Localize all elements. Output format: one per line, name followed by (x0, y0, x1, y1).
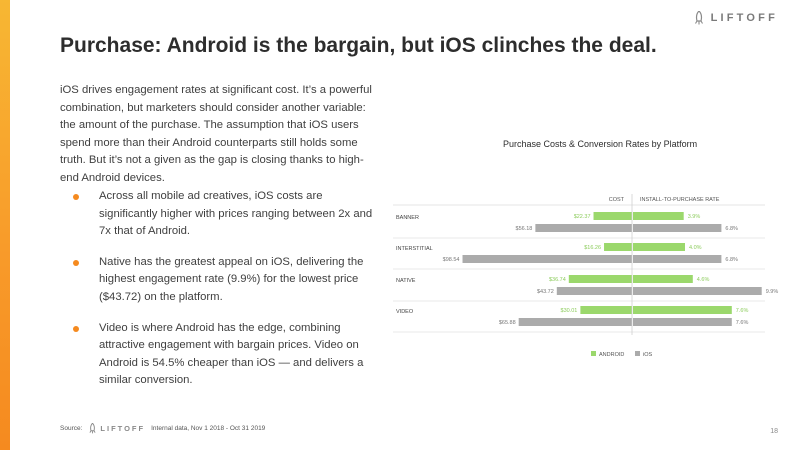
android-cost-label: $22.37 (574, 214, 591, 220)
legend-android-swatch (591, 351, 596, 356)
bullet-item: Video is where Android has the edge, com… (60, 320, 382, 390)
ios-cost-bar (518, 318, 632, 326)
page-number: 18 (770, 428, 778, 435)
legend-android-label: ANDROID (599, 352, 624, 358)
android-cost-bar (604, 243, 632, 251)
rocket-icon (89, 423, 96, 434)
ios-cost-label: $56.18 (516, 226, 533, 232)
footer-logo-text: LIFTOFF (100, 424, 146, 433)
android-cost-label: $16.26 (584, 245, 601, 251)
footer-logo: LIFTOFF (88, 423, 145, 434)
bullet-dot-icon (73, 194, 79, 200)
category-label: BANNER (396, 215, 419, 221)
android-cost-label: $36.74 (549, 277, 566, 283)
intro-paragraph: iOS drives engagement rates at significa… (60, 84, 372, 184)
bullet-dot-icon (73, 259, 79, 266)
ios-rate-label: 7.6% (736, 320, 749, 326)
ios-rate-bar (633, 318, 732, 326)
category-label: INTERSTITIAL (396, 246, 433, 252)
ios-rate-bar (633, 287, 762, 295)
source-label: Source: (60, 425, 83, 432)
category-label: VIDEO (396, 309, 414, 315)
footer-source: Source: LIFTOFF Internal data, Nov 1 201… (60, 423, 265, 434)
ios-cost-label: $43.72 (537, 289, 554, 295)
android-rate-label: 4.6% (697, 277, 710, 283)
source-text: Internal data, Nov 1 2018 - Oct 31 2019 (151, 425, 266, 432)
ios-rate-bar (633, 224, 722, 232)
legend-ios-swatch (635, 351, 640, 356)
rate-axis-label: INSTALL-TO-PURCHASE RATE (640, 197, 720, 203)
android-cost-label: $30.01 (561, 308, 578, 314)
ios-rate-label: 6.8% (725, 226, 738, 232)
ios-cost-bar (462, 255, 632, 263)
ios-cost-label: $65.88 (499, 320, 516, 326)
android-cost-bar (593, 212, 632, 220)
android-rate-label: 4.0% (689, 245, 702, 251)
ios-rate-label: 9.9% (766, 289, 779, 295)
bullet-list: Across all mobile ad creatives, iOS cost… (60, 188, 382, 403)
android-rate-bar (633, 212, 684, 220)
accent-bar (0, 0, 10, 450)
android-rate-bar (633, 275, 693, 283)
chart-title: Purchase Costs & Conversion Rates by Pla… (503, 139, 698, 149)
android-cost-bar (580, 306, 632, 314)
ios-cost-bar (535, 224, 632, 232)
brand-logo: LIFTOFF (693, 11, 778, 25)
ios-rate-bar (633, 255, 722, 263)
android-rate-bar (633, 306, 732, 314)
category-label: NATIVE (396, 278, 416, 284)
ios-cost-bar (556, 287, 632, 295)
ios-rate-label: 6.8% (725, 257, 738, 263)
bullet-item: Native has the greatest appeal on iOS, d… (60, 254, 382, 307)
rocket-icon (694, 11, 703, 25)
bullet-text: Across all mobile ad creatives, iOS cost… (99, 190, 373, 238)
logo-text: LIFTOFF (710, 12, 778, 24)
cost-axis-label: COST (609, 197, 625, 203)
bullet-text: Native has the greatest appeal on iOS, d… (99, 255, 364, 303)
android-rate-label: 3.9% (688, 214, 701, 220)
bullet-text: Video is where Android has the edge, com… (99, 321, 364, 387)
ios-cost-label: $98.54 (443, 257, 460, 263)
bullet-dot-icon (73, 325, 79, 332)
android-rate-label: 7.6% (736, 308, 749, 314)
android-rate-bar (633, 243, 685, 251)
slide-title: Purchase: Android is the bargain, but iO… (60, 34, 657, 57)
legend-ios-label: iOS (643, 352, 653, 358)
bullet-item: Across all mobile ad creatives, iOS cost… (60, 188, 382, 241)
android-cost-bar (568, 275, 632, 283)
